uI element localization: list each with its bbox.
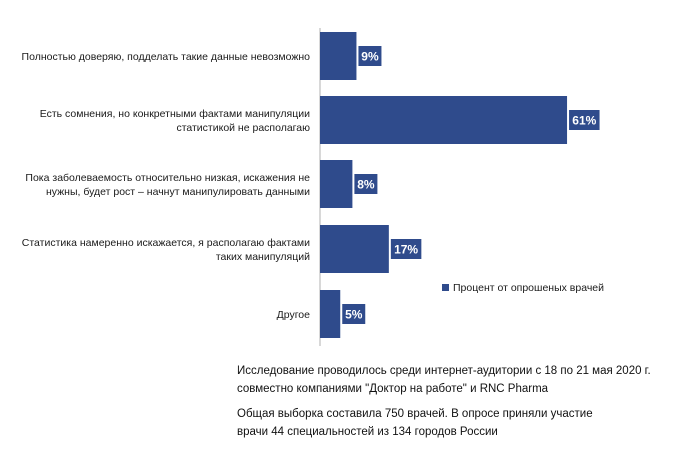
category-label: Полностью доверяю, подделать такие данны…: [22, 51, 311, 63]
data-label-background: [569, 110, 600, 130]
category-label: Другое: [277, 309, 311, 321]
legend-swatch: [442, 284, 449, 291]
category-label: нужны, будет рост – начнут манипулироват…: [46, 186, 310, 198]
data-label-background: [390, 239, 422, 259]
category-label: статистикой не располагаю: [176, 122, 310, 134]
bar: [320, 32, 357, 80]
note-line: врачи 44 специальностей из 134 городов Р…: [237, 426, 498, 438]
data-label-background: [358, 46, 382, 66]
data-label: 17%: [394, 243, 418, 257]
category-label: Есть сомнения, но конкретными фактами ма…: [40, 108, 310, 120]
category-label: таких манипуляций: [216, 251, 310, 263]
sample-note: Общая выборка составила 750 врачей. В оп…: [237, 405, 667, 441]
legend-label: Процент от опрошеных врачей: [453, 282, 604, 294]
category-label: Статистика намеренно искажается, я распо…: [22, 237, 310, 249]
legend: Процент от опрошеных врачей: [442, 282, 604, 294]
data-label-background: [342, 304, 366, 324]
data-label: 5%: [345, 308, 363, 322]
note-line: Исследование проводилось среди интернет-…: [237, 365, 651, 377]
bar: [320, 160, 353, 208]
methodology-note: Исследование проводилось среди интернет-…: [237, 362, 667, 398]
bar: [320, 290, 341, 338]
bar-chart: 9% Полностью доверяю, подделать такие дан…: [22, 28, 604, 346]
data-label: 8%: [357, 178, 375, 192]
note-line: совместно компаниями "Доктор на работе" …: [237, 383, 549, 395]
category-label: Пока заболеваемость относительно низкая,…: [25, 172, 310, 184]
note-line: Общая выборка составила 750 врачей. В оп…: [237, 408, 593, 420]
data-label-background: [354, 174, 378, 194]
bar: [320, 96, 568, 144]
bar: [320, 225, 389, 273]
data-label: 61%: [572, 114, 596, 128]
data-label: 9%: [361, 50, 379, 64]
